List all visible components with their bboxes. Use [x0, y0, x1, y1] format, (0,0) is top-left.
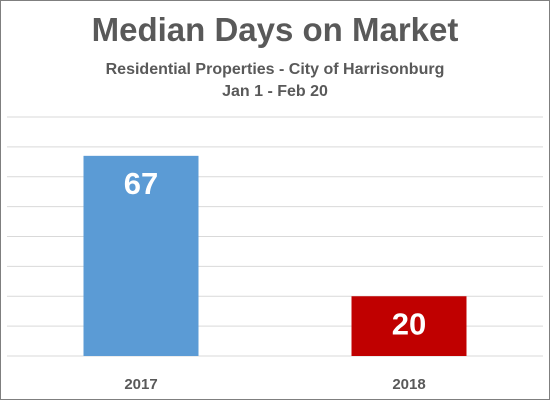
x-tick-label-2018: 2018 [392, 376, 425, 393]
data-label-2017: 67 [124, 166, 158, 201]
chart-subtitle: Residential Properties - City of Harriso… [105, 61, 445, 78]
chart-title: Median Days on Market [91, 11, 459, 48]
chart-date-range: Jan 1 - Feb 20 [222, 83, 328, 100]
bar-2017 [83, 155, 199, 356]
data-label-2018: 20 [392, 306, 426, 341]
x-tick-label-2017: 2017 [124, 376, 157, 393]
bar-2018 [351, 296, 467, 356]
